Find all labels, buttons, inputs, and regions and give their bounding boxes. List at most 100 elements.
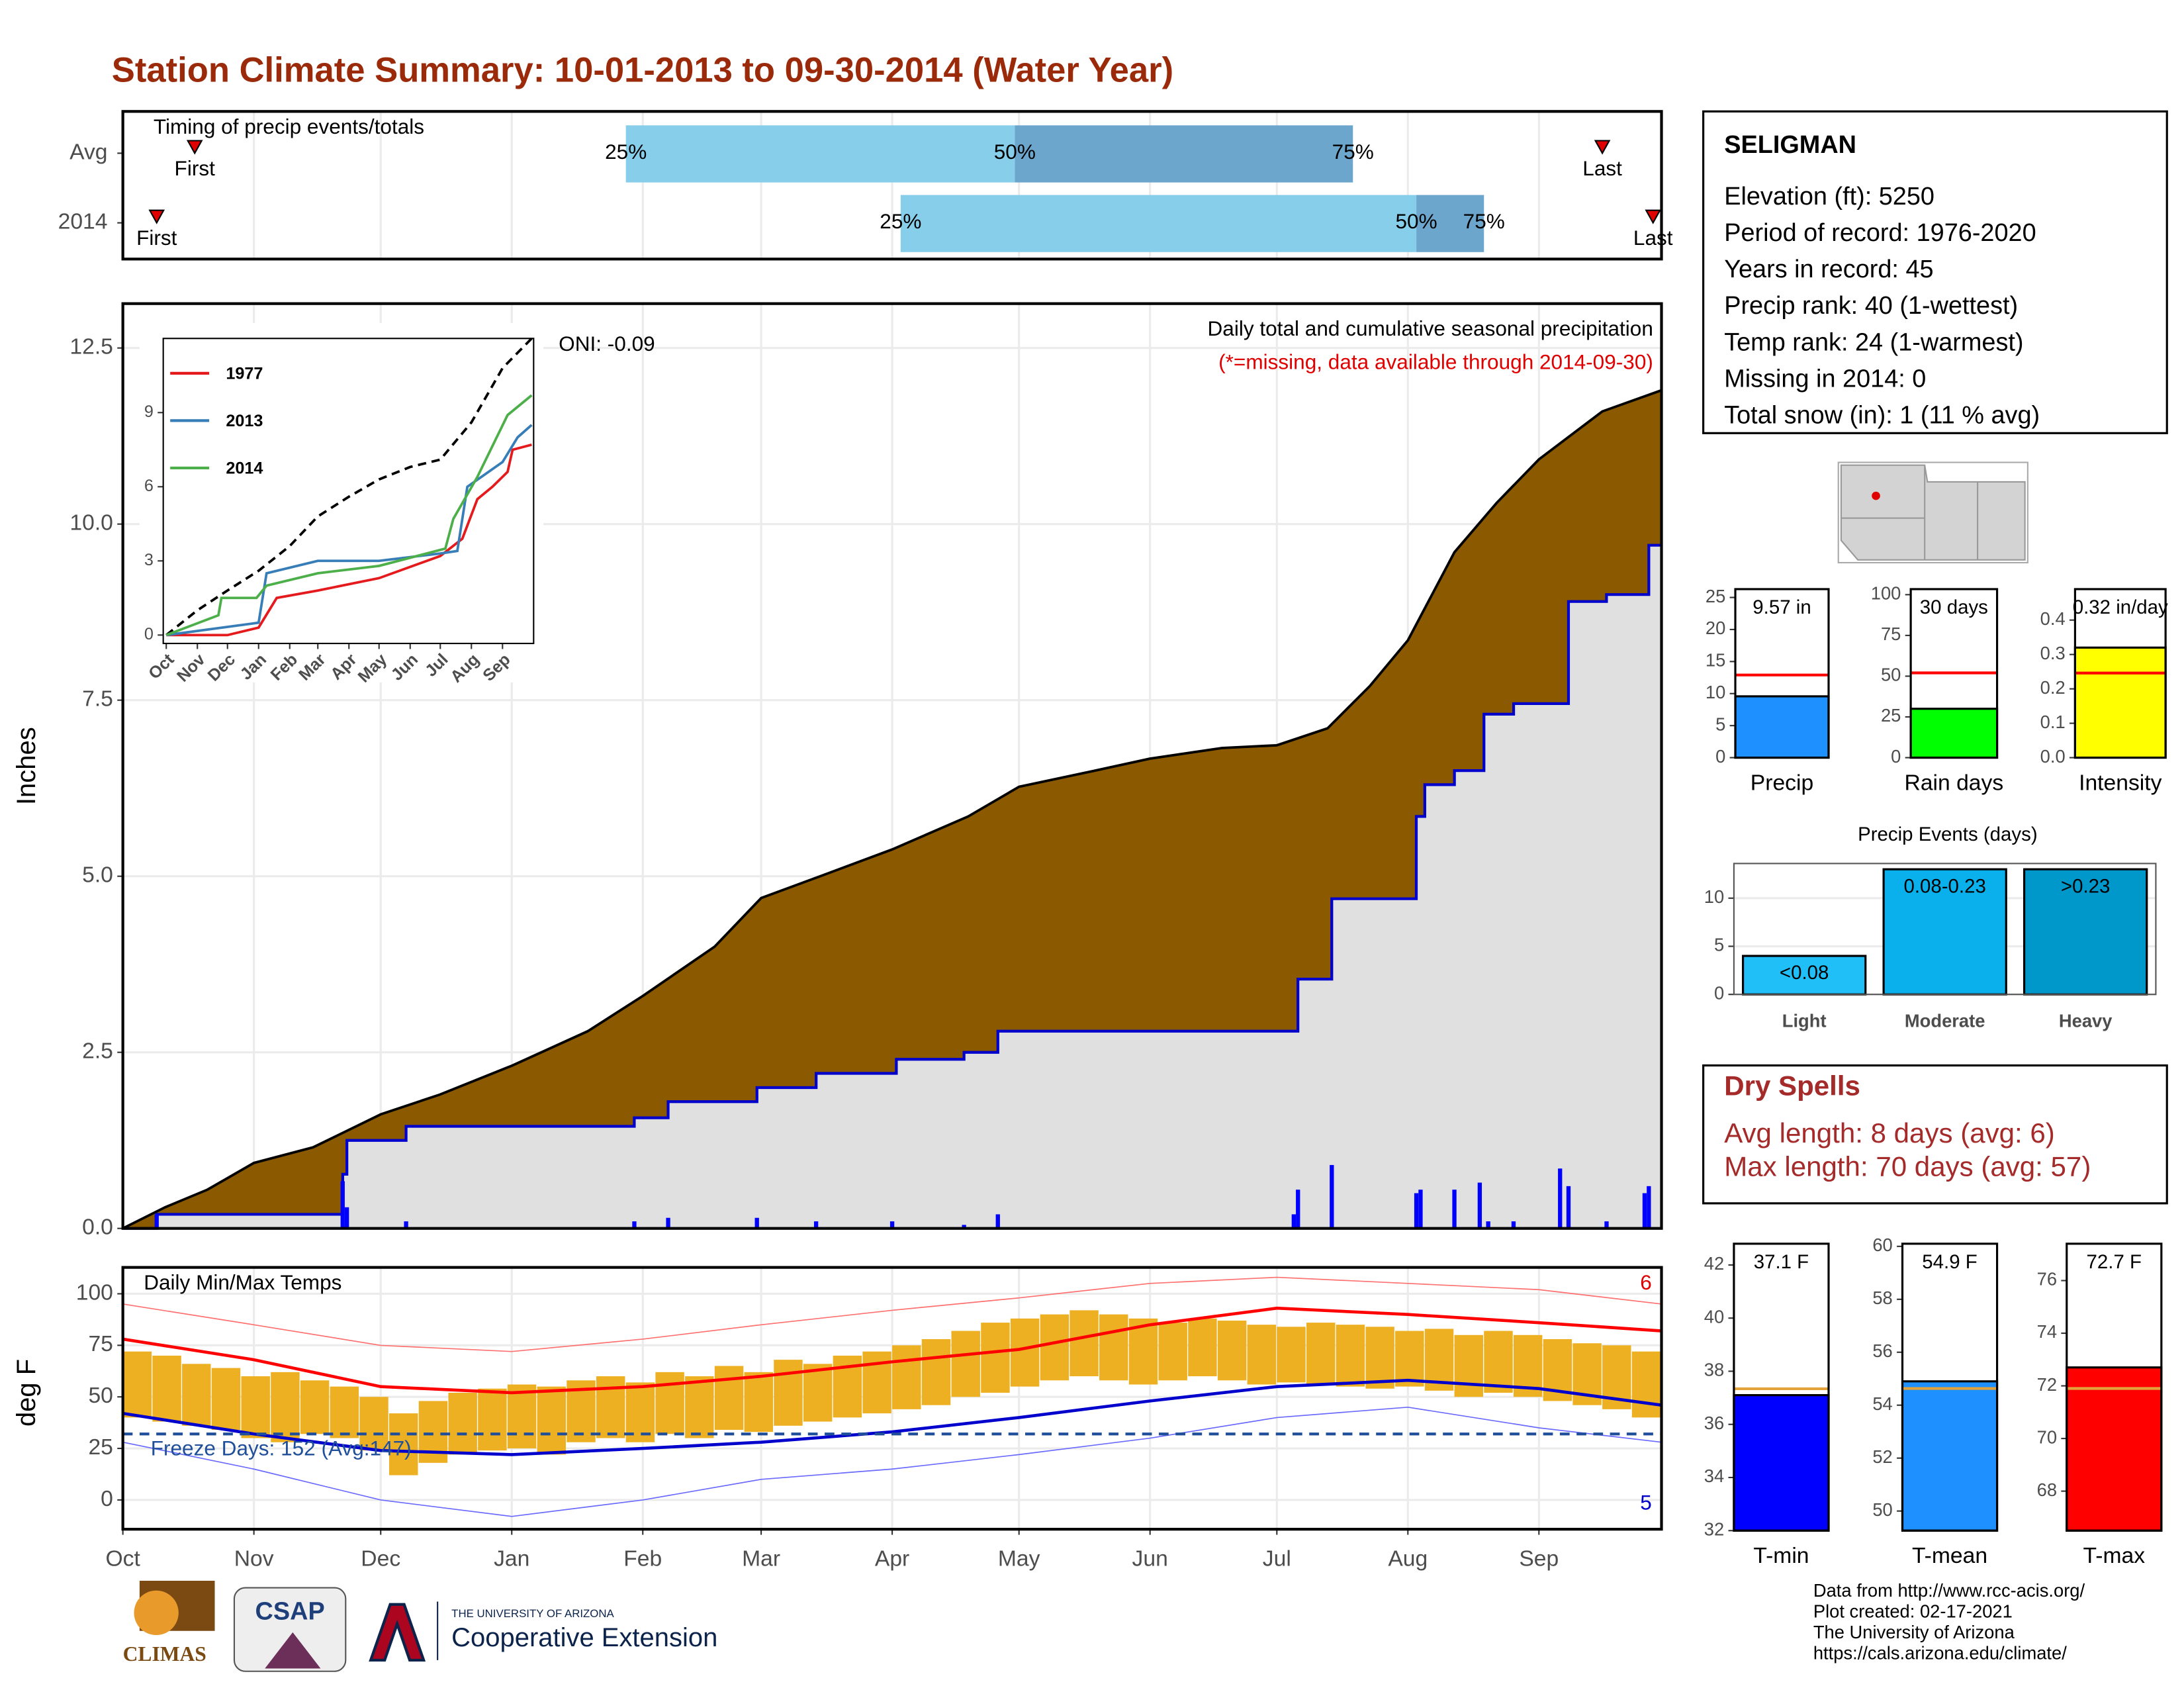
- x-tick-label: Sep: [1519, 1546, 1559, 1571]
- quartile-label: 75%: [1332, 140, 1374, 164]
- gauge-label: Rain days: [1905, 771, 2004, 795]
- temp-range-bar: [1631, 1351, 1661, 1418]
- y-tick-label: 0: [1714, 982, 1724, 1003]
- y-tick-label: 20: [1706, 618, 1725, 638]
- annotation: 5: [1640, 1491, 1652, 1515]
- temp-range-bar: [655, 1372, 684, 1434]
- station-info: Missing in 2014: 0: [1724, 365, 1926, 393]
- cumulative-line: [122, 543, 1662, 1230]
- quartile-bar: [1015, 125, 1353, 183]
- bar: [1882, 868, 2007, 996]
- x-tick-label: Heavy: [2059, 1011, 2113, 1031]
- y-tick-label: 0.4: [2040, 608, 2066, 629]
- station-info: Temp rank: 24 (1-warmest): [1724, 328, 2023, 356]
- temp-line: [122, 1406, 1662, 1517]
- y-tick-label: 12.5: [69, 335, 113, 359]
- value-label: >0.23: [2061, 875, 2111, 897]
- temp-range-bar: [1188, 1318, 1217, 1377]
- x-tick-label: Aug: [1388, 1546, 1428, 1571]
- y-tick-label: 60: [1872, 1235, 1892, 1255]
- temp-range-bar: [774, 1360, 803, 1426]
- footer-text: Data from http://www.rcc-acis.org/: [1813, 1580, 2085, 1601]
- y-tick-label: 10: [1704, 886, 1724, 907]
- state-map: [1837, 461, 2028, 564]
- logo-text: CSAP: [255, 1597, 325, 1625]
- event-marker: [1594, 140, 1611, 155]
- plot-frame: [1733, 1243, 1830, 1532]
- plot-frame: [1734, 588, 1830, 759]
- gauge-bar: [1901, 1380, 1999, 1532]
- temp-line: [122, 1276, 1662, 1352]
- y-tick-label: 50: [88, 1383, 113, 1408]
- daily-bar: [754, 1217, 759, 1229]
- daily-bar: [1642, 1193, 1647, 1229]
- y-tick-label: 0.2: [2040, 677, 2066, 698]
- y-tick-label: 72: [2037, 1374, 2057, 1395]
- y-tick-label: 52: [1872, 1446, 1892, 1467]
- y-tick-label: 76: [2037, 1269, 2057, 1289]
- gauge-bar: [1734, 695, 1830, 759]
- y-axis-title: deg F: [12, 1359, 41, 1427]
- annotation: ONI: -0.09: [559, 332, 655, 355]
- x-tick-label: Nov: [234, 1546, 274, 1571]
- temp-range-bar: [951, 1331, 980, 1397]
- temp-range-bar: [300, 1380, 330, 1434]
- temp-range-bar: [478, 1388, 507, 1451]
- temp-range-bar: [211, 1368, 241, 1430]
- climas-logo-sun: [134, 1590, 179, 1636]
- event-label: First: [175, 156, 216, 180]
- legend-label: 1977: [226, 365, 263, 383]
- temp-range-bar: [1247, 1325, 1277, 1385]
- daily-bar: [1566, 1186, 1571, 1229]
- legend-label: 2014: [226, 459, 263, 478]
- temp-range-bar: [1158, 1323, 1187, 1381]
- quartile-label: 50%: [1396, 209, 1437, 233]
- gauge-label: T-max: [2083, 1544, 2146, 1568]
- temp-range-bar: [744, 1372, 773, 1432]
- event-label: Last: [1633, 226, 1673, 250]
- y-tick-label: 5: [1715, 714, 1725, 734]
- temp-range-bar: [1365, 1327, 1394, 1389]
- x-tick-label: Apr: [875, 1546, 909, 1571]
- gauge-label: Precip: [1751, 771, 1813, 795]
- chart-title: Precip Events (days): [1858, 823, 2038, 845]
- quartile-bar: [1416, 195, 1484, 252]
- annotation: Daily total and cumulative seasonal prec…: [1208, 316, 1653, 340]
- y-tick-label: 10: [1706, 682, 1725, 702]
- daily-bar: [1414, 1193, 1419, 1229]
- daily-bar: [1477, 1182, 1482, 1229]
- event-label: First: [136, 226, 177, 250]
- station-info: Precip rank: 40 (1-wettest): [1724, 292, 2018, 320]
- ua-logo-a: [369, 1603, 426, 1662]
- logo-text: Cooperative Extension: [451, 1623, 717, 1652]
- quartile-bar: [625, 125, 1015, 183]
- temp-range-bar: [389, 1413, 418, 1476]
- y-tick-label: 42: [1704, 1253, 1724, 1274]
- y-tick-label: 36: [1704, 1413, 1724, 1433]
- event-marker: [148, 209, 165, 224]
- daily-bar: [1604, 1221, 1609, 1229]
- temp-range-bar: [1099, 1314, 1128, 1381]
- temp-range-bar: [1040, 1314, 1069, 1381]
- x-tick-label: May: [998, 1546, 1040, 1571]
- quartile-label: 75%: [1463, 209, 1505, 233]
- daily-bar: [1486, 1221, 1490, 1229]
- plot-frame: [2066, 1243, 2163, 1532]
- y-tick-label: 0: [144, 625, 154, 643]
- temp-range-bar: [685, 1376, 714, 1438]
- temp-range-bar: [122, 1351, 152, 1418]
- value-label: 72.7 F: [2087, 1251, 2142, 1273]
- temp-range-bar: [714, 1366, 744, 1430]
- annotation: Daily Min/Max Temps: [144, 1270, 341, 1294]
- x-tick-label: Dec: [361, 1546, 400, 1571]
- y-tick-label: 38: [1704, 1360, 1724, 1380]
- plot-frame: [2073, 588, 2167, 759]
- plot-frame: [1901, 1243, 1999, 1532]
- quartile-bar: [900, 195, 1417, 252]
- y-tick-label: 74: [2037, 1321, 2057, 1342]
- annotation: Freeze Days: 152 (Avg:147): [151, 1436, 412, 1460]
- y-tick-label: 50: [1872, 1499, 1892, 1520]
- x-tick-label: Light: [1782, 1011, 1827, 1031]
- annotation: 6: [1640, 1270, 1652, 1294]
